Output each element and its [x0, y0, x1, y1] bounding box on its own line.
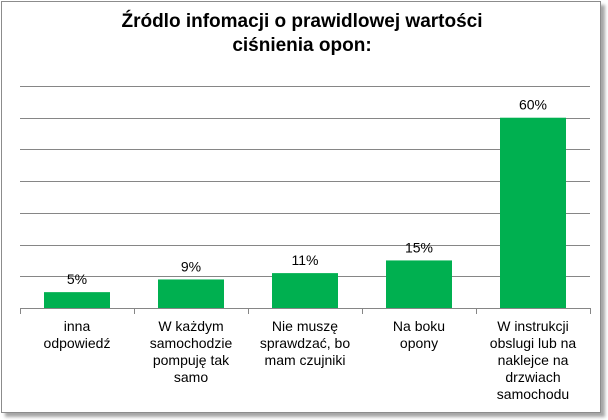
data-label-3: 15% [405, 239, 433, 255]
bar-1 [158, 279, 224, 308]
data-label-4: 60% [519, 97, 547, 113]
bar-2 [272, 273, 338, 308]
chart-title: Źródlo infomacji o prawidlowej wartości … [121, 11, 483, 56]
bar-4 [500, 117, 566, 308]
data-label-2: 11% [292, 252, 319, 268]
bar-3 [386, 260, 452, 308]
category-label-1: W każdym samochodzie pompuję tak samo [149, 318, 233, 385]
data-label-1: 9% [181, 258, 201, 274]
category-label-0: inna odpowiedź [43, 318, 111, 351]
category-label-3: Na boku opony [392, 318, 446, 351]
bar-0 [44, 292, 110, 308]
category-label-4: W instrukcji obslugi lub na naklejce na … [489, 318, 577, 402]
data-label-0: 5% [67, 271, 87, 287]
category-label-2: Nie muszę sprawdzać, bo mam czujniki [259, 318, 351, 368]
